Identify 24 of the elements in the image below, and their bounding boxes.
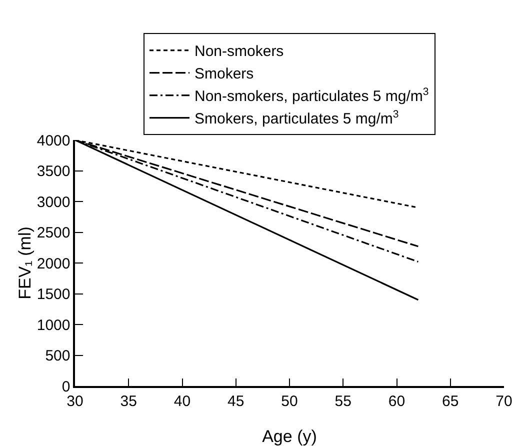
x-tick-label: 65 <box>442 392 459 410</box>
x-tick-label: 40 <box>174 392 191 410</box>
x-tick-label: 35 <box>120 392 137 410</box>
y-tick-label: 3000 <box>36 194 70 211</box>
legend-label: Non-smokers <box>194 43 284 60</box>
y-tick-label: 1000 <box>36 316 70 334</box>
y-tick-label: 4000 <box>36 132 70 150</box>
y-tick-label: 0 <box>62 378 70 396</box>
legend-label: Non-smokers, particulates 5 mg/m$^{3}$ <box>194 86 429 106</box>
y-tick-label: 500 <box>45 348 70 364</box>
x-tick-label: 45 <box>228 392 244 410</box>
y-tick-label: 3500 <box>36 163 70 180</box>
x-tick-label: 30 <box>66 392 84 410</box>
y-axis-title: FEV₁ (ml) <box>16 226 34 300</box>
y-tick-label: 2000 <box>36 255 70 272</box>
x-tick-label: 50 <box>281 392 298 410</box>
y-tick-label: 2500 <box>36 224 70 242</box>
x-tick-label: 55 <box>334 392 352 410</box>
x-tick-label: 60 <box>388 392 406 410</box>
y-tick-label: 1500 <box>36 286 70 303</box>
x-axis-title: Age (y) <box>262 427 317 446</box>
x-tick-label: 70 <box>496 392 512 410</box>
legend-label: Smokers <box>194 66 254 83</box>
legend-label: Smokers, particulates 5 mg/m$^{3}$ <box>194 108 399 128</box>
